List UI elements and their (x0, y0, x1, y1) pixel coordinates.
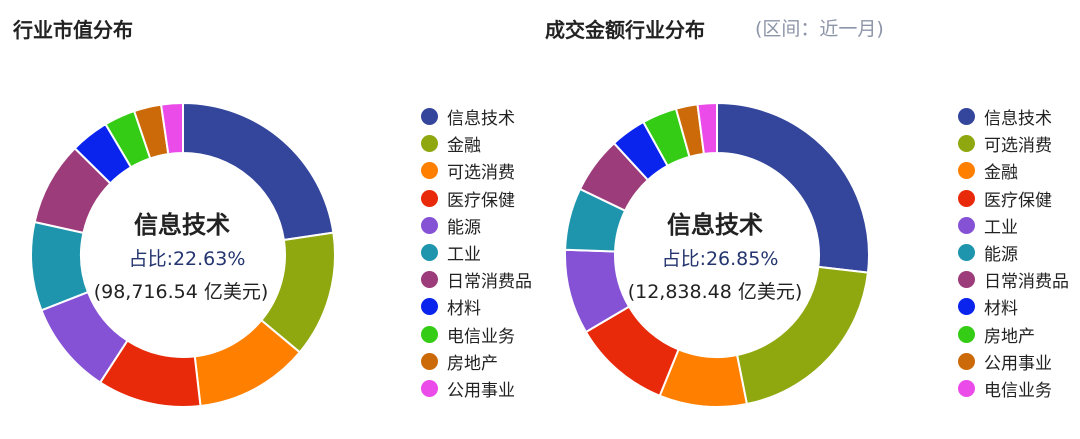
legend-label: 公用事业 (984, 353, 1052, 374)
legend-label: 工业 (447, 245, 481, 266)
donut-slice-电信业务[interactable] (696, 101, 718, 155)
legend-swatch (421, 216, 438, 234)
legend-item-信息技术[interactable]: 信息技术 (421, 103, 532, 130)
legend-label: 信息技术 (984, 109, 1052, 130)
legend-item-金融[interactable]: 金融 (421, 130, 532, 157)
chart-title: 成交金额行业分布 (545, 18, 705, 42)
legend-swatch (958, 189, 975, 207)
legend-label: 电信业务 (984, 380, 1052, 401)
legend-item-材料[interactable]: 材料 (958, 293, 1069, 320)
center-share: 占比:26.85% (662, 248, 779, 270)
legend-swatch (958, 352, 975, 370)
legend-item-电信业务[interactable]: 电信业务 (421, 321, 532, 348)
legend-item-信息技术[interactable]: 信息技术 (958, 103, 1069, 130)
market-cap-legend: 信息技术金融可选消费医疗保健能源工业日常消费品材料电信业务房地产公用事业 (421, 103, 532, 402)
legend-swatch (958, 162, 975, 180)
legend-label: 金融 (984, 163, 1018, 184)
legend-label: 信息技术 (447, 109, 515, 130)
market-cap-panel: 行业市值分布 信息技术 占比:22.63% (98,716.54 亿美元) 信息… (13, 18, 532, 408)
legend-item-日常消费品[interactable]: 日常消费品 (421, 266, 532, 293)
legend-label: 日常消费品 (984, 272, 1069, 293)
turnover-panel: 成交金额行业分布 (区间：近一月) 信息技术 占比:26.85% (12,838… (540, 0, 1080, 439)
legend-label: 可选消费 (447, 163, 515, 184)
legend-swatch (421, 189, 438, 207)
legend-item-能源[interactable]: 能源 (421, 212, 532, 239)
legend-item-能源[interactable]: 能源 (958, 239, 1069, 266)
legend-item-医疗保健[interactable]: 医疗保健 (421, 185, 532, 212)
legend-swatch (421, 271, 438, 289)
legend-swatch (958, 379, 975, 397)
center-label: 信息技术 (667, 211, 763, 239)
legend-item-材料[interactable]: 材料 (421, 293, 532, 320)
legend-item-日常消费品[interactable]: 日常消费品 (958, 266, 1069, 293)
legend-label: 日常消费品 (447, 272, 532, 293)
legend-label: 材料 (447, 299, 481, 320)
legend-item-工业[interactable]: 工业 (958, 212, 1069, 239)
legend-swatch (958, 135, 975, 153)
legend-swatch (421, 108, 438, 126)
legend-label: 医疗保健 (984, 190, 1052, 211)
legend-swatch (421, 135, 438, 153)
legend-swatch (958, 216, 975, 234)
legend-label: 金融 (447, 136, 481, 157)
legend-swatch (421, 325, 438, 343)
legend-swatch (958, 108, 975, 126)
legend-item-房地产[interactable]: 房地产 (958, 321, 1069, 348)
turnover-legend: 信息技术可选消费金融医疗保健工业能源日常消费品材料房地产公用事业电信业务 (958, 103, 1069, 402)
chart-subtitle: (区间：近一月) (755, 18, 884, 40)
legend-item-公用事业[interactable]: 公用事业 (421, 375, 532, 402)
legend-swatch (421, 298, 438, 316)
legend-item-电信业务[interactable]: 电信业务 (958, 375, 1069, 402)
legend-label: 房地产 (447, 353, 498, 374)
legend-swatch (421, 352, 438, 370)
chart-title: 行业市值分布 (13, 18, 133, 42)
legend-item-金融[interactable]: 金融 (958, 157, 1069, 184)
turnover-donut-chart: 信息技术 占比:26.85% (12,838.48 亿美元) (564, 101, 870, 408)
legend-label: 材料 (984, 299, 1018, 320)
legend-swatch (421, 162, 438, 180)
legend-item-医疗保健[interactable]: 医疗保健 (958, 185, 1069, 212)
legend-swatch (958, 298, 975, 316)
donut-slice-公用事业[interactable] (159, 101, 184, 156)
legend-label: 能源 (447, 217, 481, 238)
legend-item-房地产[interactable]: 房地产 (421, 348, 532, 375)
legend-label: 能源 (984, 245, 1018, 266)
legend-label: 可选消费 (984, 136, 1052, 157)
legend-swatch (958, 325, 975, 343)
center-share: 占比:22.63% (129, 248, 246, 270)
center-amount: (12,838.48 亿美元) (628, 281, 803, 303)
legend-item-工业[interactable]: 工业 (421, 239, 532, 266)
center-amount: (98,716.54 亿美元) (94, 281, 269, 303)
legend-swatch (958, 271, 975, 289)
legend-item-可选消费[interactable]: 可选消费 (421, 157, 532, 184)
center-label: 信息技术 (134, 211, 230, 239)
legend-item-公用事业[interactable]: 公用事业 (958, 348, 1069, 375)
legend-label: 工业 (984, 217, 1018, 238)
legend-item-可选消费[interactable]: 可选消费 (958, 130, 1069, 157)
market-cap-donut-chart: 信息技术 占比:22.63% (98,716.54 亿美元) (30, 101, 336, 408)
legend-swatch (421, 379, 438, 397)
legend-label: 医疗保健 (447, 190, 515, 211)
legend-swatch (958, 244, 975, 262)
legend-swatch (421, 244, 438, 262)
legend-label: 公用事业 (447, 380, 515, 401)
legend-label: 房地产 (984, 326, 1035, 347)
legend-label: 电信业务 (447, 326, 515, 347)
